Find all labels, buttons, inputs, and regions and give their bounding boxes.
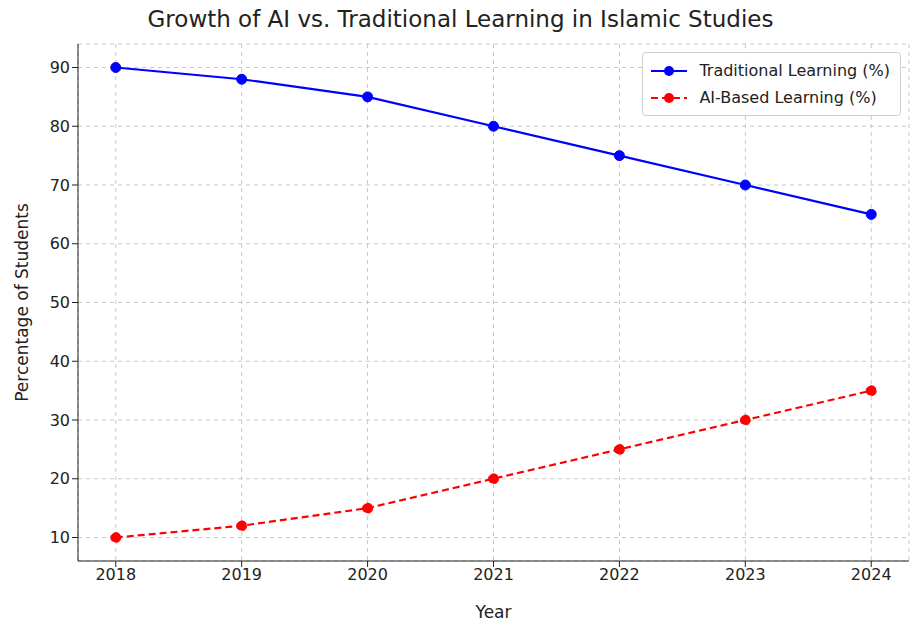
svg-text:10: 10 (50, 528, 70, 547)
svg-text:2022: 2022 (599, 565, 640, 584)
svg-text:Year: Year (475, 602, 512, 622)
html-text:Traditional Learning (%): Traditional Learning (%) (699, 61, 890, 80)
svg-text:2018: 2018 (95, 565, 136, 584)
svg-text:Percentage of Students: Percentage of Students (12, 203, 32, 402)
html-text:Growth of AI vs. Traditional L: Growth of AI vs. Traditional Learning in… (147, 6, 774, 32)
svg-text:2021: 2021 (473, 565, 514, 584)
svg-text:70: 70 (50, 176, 70, 195)
svg-text:50: 50 (50, 293, 70, 312)
svg-text:2024: 2024 (851, 565, 892, 584)
svg-text:30: 30 (50, 411, 70, 430)
svg-text:2023: 2023 (725, 565, 766, 584)
svg-text:2019: 2019 (221, 565, 262, 584)
html-text:AI-Based Learning (%): AI-Based Learning (%) (699, 88, 877, 107)
svg-text:80: 80 (50, 117, 70, 136)
svg-text:20: 20 (50, 469, 70, 488)
svg-text:40: 40 (50, 352, 70, 371)
svg-text:90: 90 (50, 58, 70, 77)
svg-text:2020: 2020 (347, 565, 388, 584)
svg-text:60: 60 (50, 234, 70, 253)
